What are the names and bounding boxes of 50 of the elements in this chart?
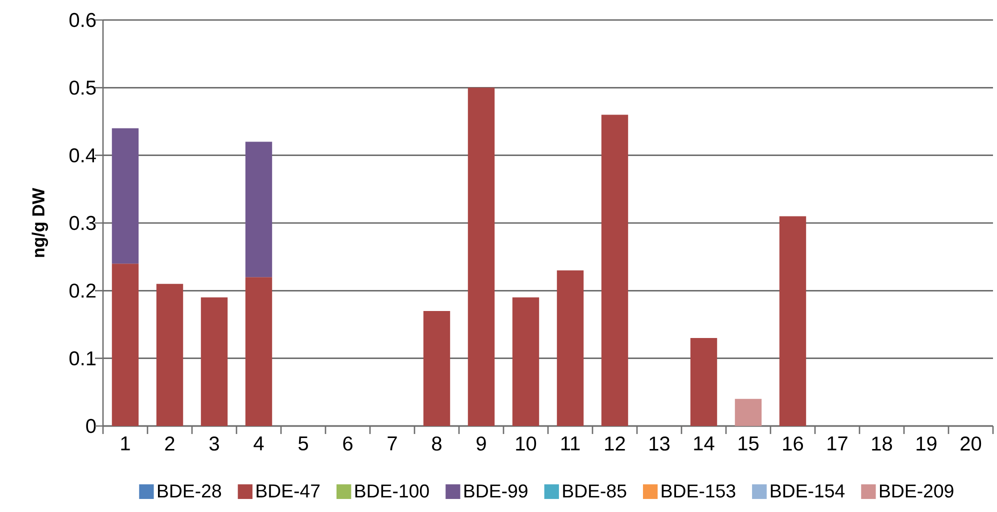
- x-tick-label: 20: [960, 436, 982, 451]
- bar: [779, 216, 806, 426]
- y-tick-label: 0.2: [69, 284, 96, 298]
- y-tick-label: 0.4: [69, 148, 96, 162]
- bar: [200, 297, 228, 426]
- x-tick-label: 12: [605, 436, 625, 450]
- legend-label: BDE-85: [563, 484, 626, 498]
- x-tick-label: 14: [694, 436, 714, 450]
- bar: [245, 142, 272, 278]
- bar: [734, 398, 762, 426]
- legend-label: BDE-153: [662, 484, 736, 498]
- x-tick-label: 8: [432, 436, 442, 451]
- legend-label: BDE-100: [355, 484, 429, 498]
- bar: [245, 277, 272, 426]
- x-tick-label: 15: [738, 436, 759, 450]
- bar: [156, 284, 184, 426]
- bar: [601, 114, 628, 426]
- y-axis-title: ng/g DW: [32, 188, 48, 257]
- x-tick-label: 6: [343, 436, 352, 451]
- legend-label: BDE-209: [880, 484, 954, 498]
- bar: [556, 270, 584, 426]
- bar: [512, 297, 540, 426]
- x-tick-label: 17: [828, 436, 848, 450]
- x-tick-label: 4: [254, 436, 264, 450]
- bar: [468, 88, 495, 426]
- legend-label: BDE-154: [770, 484, 845, 498]
- x-tick-label: 19: [916, 436, 936, 451]
- legend-label: BDE-28: [158, 484, 222, 498]
- bar: [690, 338, 718, 426]
- x-tick-label: 16: [783, 436, 803, 451]
- x-tick-label: 3: [209, 436, 219, 451]
- x-tick-label: 10: [516, 436, 536, 451]
- y-tick-label: 0: [86, 418, 96, 434]
- x-tick-label: 18: [872, 436, 892, 451]
- x-tick-label: 9: [476, 436, 486, 451]
- y-tick-label: 0.3: [69, 216, 96, 230]
- y-tick-label: 0.5: [69, 80, 96, 95]
- x-tick-label: 13: [650, 436, 670, 451]
- legend-label: BDE-47: [256, 484, 320, 498]
- legend-label: BDE-99: [464, 484, 528, 498]
- y-tick-label: 0.6: [69, 12, 96, 28]
- y-tick-label: 0.1: [69, 351, 96, 366]
- bar: [423, 310, 450, 426]
- bar: [112, 128, 139, 264]
- x-tick-label: 1: [121, 436, 130, 450]
- x-tick-label: 7: [388, 436, 397, 450]
- x-tick-label: 2: [165, 436, 174, 450]
- x-tick-label: 5: [298, 436, 308, 450]
- x-tick-label: 11: [561, 436, 580, 450]
- bar: [112, 264, 139, 426]
